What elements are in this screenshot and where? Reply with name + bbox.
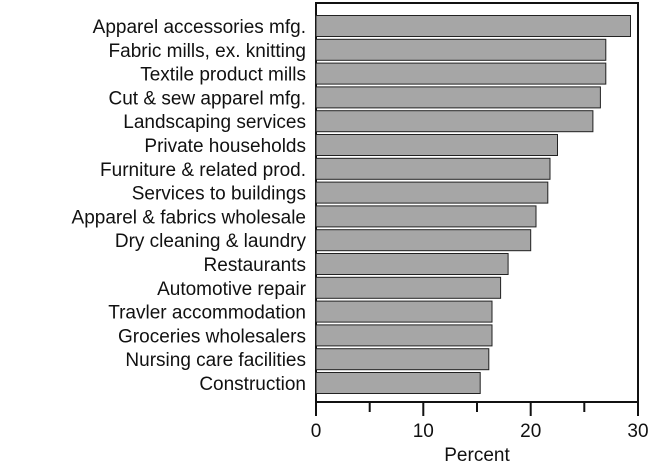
bar-5 — [315, 110, 594, 133]
category-label: Cut & sew apparel mfg. — [109, 88, 306, 109]
x-axis-ticks: 0 10 20 30 — [311, 402, 649, 442]
category-label: Automotive repair — [157, 279, 307, 300]
category-label: Travler accommodation — [108, 303, 306, 324]
bar-11 — [315, 253, 509, 275]
bar-12 — [315, 276, 502, 299]
bar-15 — [315, 348, 490, 371]
category-label: Nursing care facilities — [125, 350, 306, 371]
bar-3 — [315, 62, 607, 85]
category-label: Construction — [199, 374, 306, 395]
bar-2 — [315, 38, 607, 61]
bar-7 — [315, 157, 551, 180]
bar-13 — [315, 300, 493, 323]
bar-10 — [315, 229, 532, 252]
tick-label: 30 — [627, 421, 648, 442]
category-label: Apparel accessories mfg. — [93, 17, 306, 38]
bar-1 — [315, 15, 631, 37]
category-label: Services to buildings — [132, 184, 306, 205]
bar-4 — [315, 86, 601, 109]
bar-6 — [315, 134, 558, 156]
category-label: Furniture & related prod. — [100, 160, 306, 181]
category-label: Groceries wholesalers — [118, 326, 306, 347]
bars-group — [315, 15, 631, 394]
tick-label: 10 — [413, 421, 434, 442]
tick-label: 0 — [311, 421, 322, 442]
category-label: Landscaping services — [123, 112, 306, 133]
category-labels: Apparel accessories mfg. Fabric mills, ex… — [72, 17, 307, 395]
tick-label: 20 — [520, 421, 541, 442]
bar-8 — [315, 181, 549, 204]
category-label: Textile product mills — [140, 65, 306, 86]
category-label: Private households — [144, 136, 306, 157]
category-label: Dry cleaning & laundry — [115, 231, 307, 252]
category-label: Restaurants — [204, 255, 306, 276]
category-label: Apparel & fabrics wholesale — [72, 207, 306, 228]
x-axis-title: Percent — [444, 445, 510, 465]
bar-9 — [315, 205, 537, 228]
bar-14 — [315, 324, 493, 347]
bar-16 — [315, 372, 481, 394]
category-label: Fabric mills, ex. knitting — [109, 41, 306, 62]
